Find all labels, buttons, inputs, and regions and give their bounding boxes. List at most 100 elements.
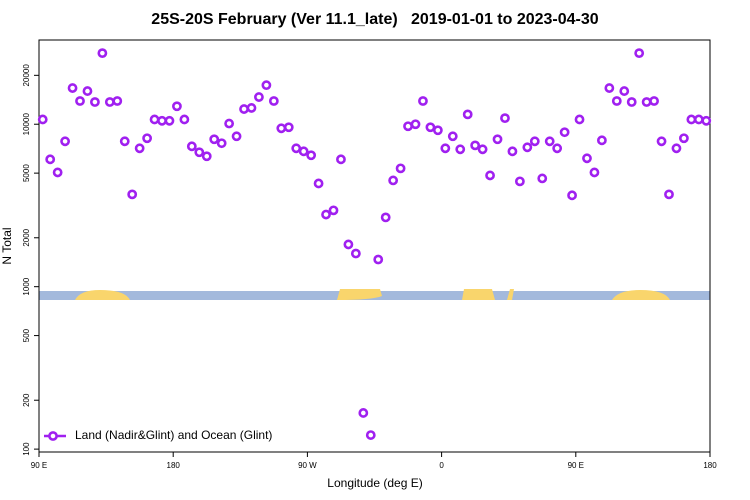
x-tick-label: 90 W xyxy=(298,461,317,470)
point xyxy=(701,115,712,126)
point xyxy=(104,97,115,107)
point xyxy=(328,205,339,216)
point xyxy=(507,146,518,157)
point xyxy=(134,143,145,154)
point xyxy=(239,104,249,114)
point xyxy=(649,96,659,106)
x-tick-label: 90 E xyxy=(568,461,584,470)
x-tick-label: 180 xyxy=(703,461,717,470)
point xyxy=(395,163,406,174)
point xyxy=(552,143,563,154)
point xyxy=(119,136,130,147)
point xyxy=(671,143,682,154)
point xyxy=(500,113,510,124)
point xyxy=(582,153,592,164)
y-tick-label: 5000 xyxy=(22,164,31,182)
point xyxy=(37,114,48,125)
point xyxy=(112,96,123,106)
point xyxy=(186,141,197,152)
point xyxy=(440,143,451,154)
y-tick-label: 100 xyxy=(22,442,31,456)
point xyxy=(574,114,585,125)
point xyxy=(142,133,153,144)
chart-title: 25S-20S February (Ver 11.1_late) 2019-01… xyxy=(151,11,598,28)
point xyxy=(209,134,220,145)
point xyxy=(559,127,570,138)
point xyxy=(432,125,443,136)
point xyxy=(425,122,436,133)
point xyxy=(298,146,309,157)
point xyxy=(67,83,78,93)
point xyxy=(455,144,466,155)
y-tick-label: 2000 xyxy=(22,228,31,246)
point xyxy=(462,109,473,120)
point xyxy=(619,86,630,96)
point xyxy=(656,136,667,147)
point xyxy=(358,408,369,418)
point xyxy=(537,173,548,184)
point xyxy=(589,167,600,178)
x-tick-label: 0 xyxy=(439,461,444,470)
y-tick-label: 20000 xyxy=(22,64,31,87)
point xyxy=(127,189,138,200)
point xyxy=(410,119,421,130)
point xyxy=(679,133,689,144)
point xyxy=(365,430,376,440)
legend-label: Land (Nadir&Glint) and Ocean (Glint) xyxy=(75,428,272,442)
point xyxy=(261,80,272,91)
point xyxy=(246,103,257,113)
point xyxy=(567,190,577,201)
point xyxy=(604,83,615,93)
point xyxy=(693,114,704,125)
point xyxy=(343,239,354,250)
point xyxy=(596,135,607,146)
point xyxy=(224,118,235,129)
point xyxy=(522,142,533,153)
point xyxy=(45,154,56,165)
point xyxy=(470,140,481,151)
y-tick-label: 10000 xyxy=(22,113,31,136)
point xyxy=(75,96,85,106)
point xyxy=(544,136,555,147)
point xyxy=(291,143,302,154)
point xyxy=(201,151,212,162)
legend-marker xyxy=(48,431,58,441)
point xyxy=(336,154,346,165)
point xyxy=(626,97,637,107)
x-axis-label: Longitude (deg E) xyxy=(327,476,422,490)
point xyxy=(254,92,264,102)
point xyxy=(388,175,399,186)
point xyxy=(477,144,488,155)
y-tick-label: 200 xyxy=(22,393,31,407)
point xyxy=(164,115,175,126)
point xyxy=(283,122,294,133)
point xyxy=(60,136,70,147)
x-tick-label: 90 E xyxy=(31,461,47,470)
point xyxy=(90,97,100,107)
point xyxy=(418,96,428,106)
point xyxy=(485,170,495,181)
point xyxy=(52,167,63,178)
plot-frame xyxy=(38,39,711,453)
point xyxy=(321,209,331,220)
point xyxy=(276,123,287,134)
point xyxy=(231,131,242,142)
point xyxy=(373,254,384,265)
x-tick-label: 180 xyxy=(167,461,181,470)
point xyxy=(529,136,540,147)
y-axis-label: N Total xyxy=(0,227,14,264)
point xyxy=(634,48,645,59)
point xyxy=(268,96,279,106)
point xyxy=(82,86,93,96)
point xyxy=(97,48,108,59)
point xyxy=(686,114,697,125)
map-strip xyxy=(39,289,710,300)
point xyxy=(179,114,190,125)
point xyxy=(641,97,652,107)
point xyxy=(194,147,205,158)
point xyxy=(306,150,317,161)
y-tick-label: 500 xyxy=(22,328,31,342)
point xyxy=(172,101,182,112)
point xyxy=(149,114,160,125)
